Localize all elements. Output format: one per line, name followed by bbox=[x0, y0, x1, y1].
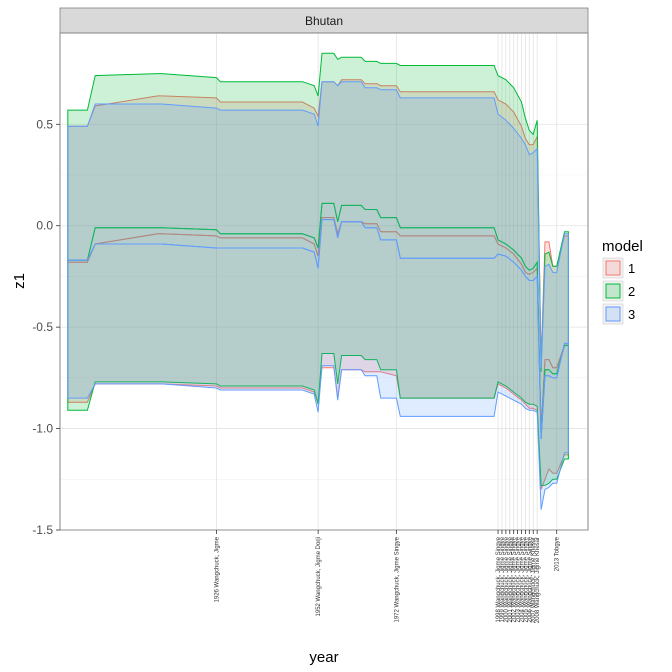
legend-label-model-1: 1 bbox=[628, 261, 635, 276]
y-axis-title: z1 bbox=[11, 273, 28, 289]
x-axis: 1926 Wangchuck, Jigme 1952 Wangchuck, Jig… bbox=[214, 530, 561, 623]
legend-key-model-1 bbox=[605, 260, 621, 276]
y-tick-label: 0.5 bbox=[36, 117, 53, 131]
legend-label-model-2: 2 bbox=[628, 284, 635, 299]
y-axis: 0.5 0.0 -0.5 -1.0 -1.5 bbox=[32, 117, 60, 537]
x-tick-label: 2007 Wangchuck, Jigme Khesar bbox=[531, 537, 537, 623]
facet-strip bbox=[59, 7, 589, 34]
x-tick-label: 2001 Wangchuck, Jigme Singye bbox=[508, 536, 514, 622]
x-tick-label: 2004 Wangchuck, Jigme Singye bbox=[520, 536, 526, 622]
ribbon-model-3-lower bbox=[67, 219, 569, 510]
legend: model 1 2 3 bbox=[602, 238, 643, 325]
plot-panel-border bbox=[59, 32, 589, 531]
x-tick-label: 1999 Wangchuck, Jigme Singye bbox=[500, 536, 506, 622]
x-tick-label: 1972 Wangchuck, Jigme Singye bbox=[394, 536, 400, 622]
facet-strip-label: Bhutan bbox=[305, 14, 343, 28]
legend-title: model bbox=[602, 238, 643, 255]
x-tick-label: 2002 Wangchuck, Jigme Singye bbox=[512, 536, 518, 622]
x-tick-label: 2003 Wangchuck, Jigme Singye bbox=[516, 536, 522, 622]
y-tick-label: -0.5 bbox=[32, 320, 53, 334]
legend-key-model-3 bbox=[605, 306, 621, 322]
x-tick-label: 2005 Wangchuck, Jigme Singye bbox=[523, 536, 529, 622]
y-tick-label: -1.0 bbox=[32, 422, 53, 436]
x-tick-label: 1952 Wangchuck, Jigme Dorji bbox=[316, 537, 322, 616]
y-tick-label: -1.5 bbox=[32, 523, 53, 537]
ribbon-model-2-lower bbox=[67, 202, 569, 486]
y-tick-label: 0.0 bbox=[36, 219, 53, 233]
x-tick-label: 2008 Wangchuck, Jigme Khesar bbox=[535, 537, 541, 623]
x-axis-title: year bbox=[309, 649, 338, 666]
x-tick-label: 2006 Wangchuck, Jigme Singye bbox=[527, 536, 533, 622]
x-tick-label: 2000 Wangchuck, Jigme Singye bbox=[504, 536, 510, 622]
legend-key-bg bbox=[602, 303, 624, 325]
ribbons bbox=[67, 52, 569, 510]
legend-key-bg bbox=[602, 257, 624, 279]
x-tick-label: 2013 Tobgye bbox=[555, 536, 561, 571]
legend-key-model-2 bbox=[605, 283, 621, 299]
x-tick-label: 1926 Wangchuck, Jigme bbox=[214, 536, 220, 602]
legend-label-model-3: 3 bbox=[628, 307, 635, 322]
legend-key-bg bbox=[602, 280, 624, 302]
x-tick-label: 1998 Wangchuck, Jigme Singye bbox=[496, 536, 502, 622]
